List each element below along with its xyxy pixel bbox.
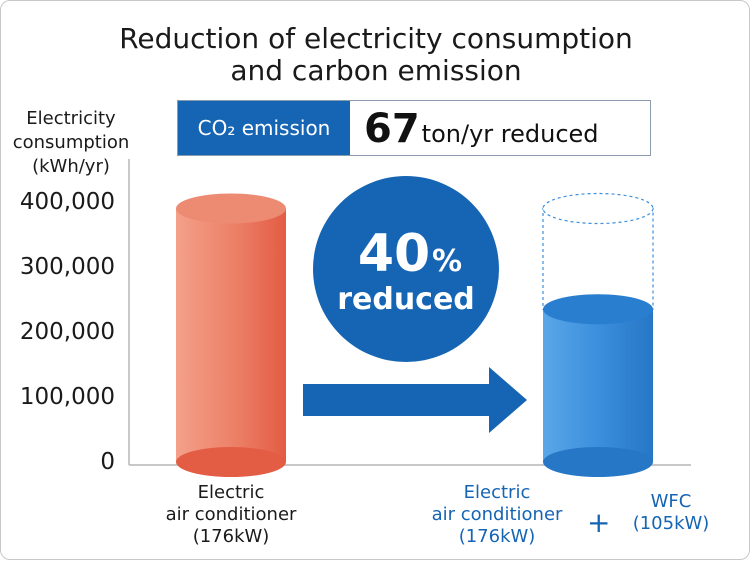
co2-banner: CO₂ emission 67 ton/yr reduced xyxy=(177,100,651,156)
badge-reduced: reduced xyxy=(337,282,475,317)
y-axis-label: Electricity consumption (kWh/yr) xyxy=(9,107,133,179)
bar-electric-ac-plus-wfc xyxy=(542,192,654,477)
bar-electric-air-conditioner xyxy=(176,193,286,477)
category-1-line-1: Electric xyxy=(197,482,265,503)
bar-2-top xyxy=(543,294,653,325)
title-line-1: Reduction of electricity consumption xyxy=(119,22,633,55)
y-axis-label-line-1: Electricity xyxy=(26,108,116,129)
y-tick-100000: 100,000 xyxy=(19,384,115,410)
y-tick-200000: 200,000 xyxy=(19,319,115,345)
badge-circle xyxy=(313,176,499,362)
badge-percent-sign: % xyxy=(432,244,462,279)
co2-tag: CO₂ emission xyxy=(178,101,350,155)
category-2-line-2: air conditioner xyxy=(431,504,563,525)
co2-value-unit: ton/yr reduced xyxy=(421,120,599,148)
bar-1-bottom xyxy=(176,447,286,477)
y-axis-label-line-3: (kWh/yr) xyxy=(32,156,110,177)
category-1-line-2: air conditioner xyxy=(165,504,297,525)
bar-2-bottom xyxy=(543,447,653,477)
reduction-badge: 40 % reduced xyxy=(313,176,499,362)
category-label-1: Electric air conditioner (176kW) xyxy=(151,482,311,548)
co2-value-number: 67 xyxy=(364,106,420,152)
bar-1-body xyxy=(176,208,286,462)
bar-1-top xyxy=(176,193,286,224)
category-label-2: Electric air conditioner (176kW) xyxy=(415,482,579,548)
bar-2-body xyxy=(543,309,653,462)
category-1-line-3: (176kW) xyxy=(192,526,270,547)
category-2-line-3: (176kW) xyxy=(458,526,536,547)
category-label-wfc: WFC (105kW) xyxy=(613,491,729,535)
reference-outline xyxy=(542,207,654,310)
title-line-2: and carbon emission xyxy=(230,54,522,87)
chart-title: Reduction of electricity consumption and… xyxy=(1,23,750,87)
wfc-line-2: (105kW) xyxy=(632,513,710,534)
co2-value: 67 ton/yr reduced xyxy=(364,101,599,155)
y-axis-label-line-2: consumption xyxy=(12,132,130,153)
badge-percent: 40 xyxy=(358,224,430,284)
plus-sign: + xyxy=(587,506,611,539)
y-tick-400000: 400,000 xyxy=(19,189,115,215)
y-tick-0: 0 xyxy=(100,449,115,475)
reduction-arrow xyxy=(303,367,527,433)
y-tick-300000: 300,000 xyxy=(19,254,115,280)
category-2-line-1: Electric xyxy=(463,482,531,503)
reference-outline-top xyxy=(542,192,654,225)
wfc-line-1: WFC xyxy=(650,491,692,512)
